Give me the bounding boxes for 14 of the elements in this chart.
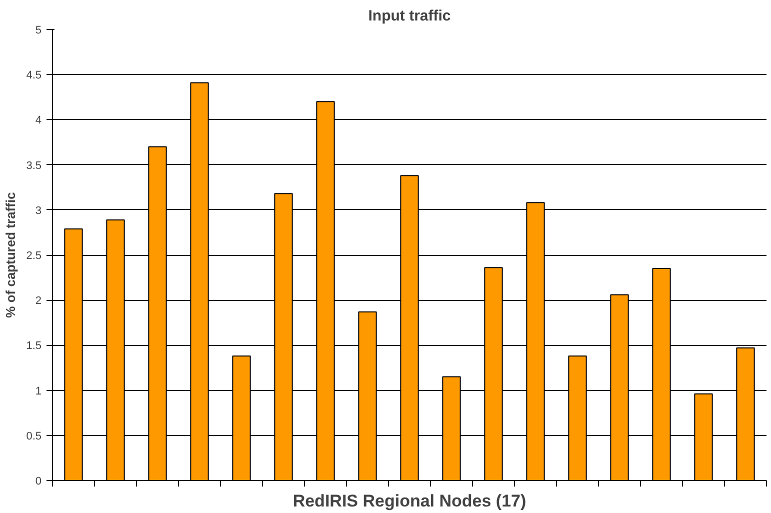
x-axis-title: RedIRIS Regional Nodes (17): [292, 492, 526, 510]
y-tick-label: 3.5: [26, 160, 42, 172]
y-tick-label: 4: [35, 114, 42, 127]
y-tick-label: 3: [35, 204, 42, 217]
y-tick-label: 0.5: [26, 430, 42, 442]
y-tick-label: 1.5: [26, 340, 42, 352]
chart-title: Input traffic: [368, 8, 451, 24]
y-tick-label: 1: [35, 385, 42, 398]
y-tick-label: 5: [35, 24, 42, 36]
y-tick-label: 4.5: [26, 70, 42, 82]
y-tick-label: 2.5: [26, 250, 42, 262]
y-tick-label: 2: [35, 295, 42, 308]
y-tick-label: 0: [35, 476, 42, 488]
y-axis-title: % of captured traffic: [3, 192, 18, 318]
